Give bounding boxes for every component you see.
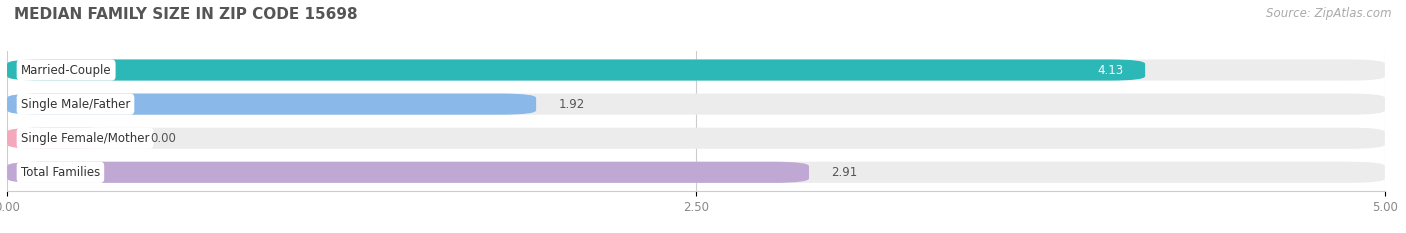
FancyBboxPatch shape (7, 162, 1385, 183)
Text: Source: ZipAtlas.com: Source: ZipAtlas.com (1267, 7, 1392, 20)
Text: 4.13: 4.13 (1097, 64, 1123, 76)
Text: 2.91: 2.91 (831, 166, 858, 179)
Text: 1.92: 1.92 (558, 98, 585, 111)
FancyBboxPatch shape (7, 59, 1144, 81)
Text: MEDIAN FAMILY SIZE IN ZIP CODE 15698: MEDIAN FAMILY SIZE IN ZIP CODE 15698 (14, 7, 357, 22)
Text: Single Female/Mother: Single Female/Mother (21, 132, 149, 145)
FancyBboxPatch shape (7, 59, 1385, 81)
FancyBboxPatch shape (7, 128, 1385, 149)
Text: Single Male/Father: Single Male/Father (21, 98, 131, 111)
FancyBboxPatch shape (7, 162, 808, 183)
Text: 0.00: 0.00 (150, 132, 176, 145)
FancyBboxPatch shape (7, 93, 1385, 115)
Text: Married-Couple: Married-Couple (21, 64, 111, 76)
FancyBboxPatch shape (7, 93, 536, 115)
Text: Total Families: Total Families (21, 166, 100, 179)
FancyBboxPatch shape (7, 128, 117, 149)
